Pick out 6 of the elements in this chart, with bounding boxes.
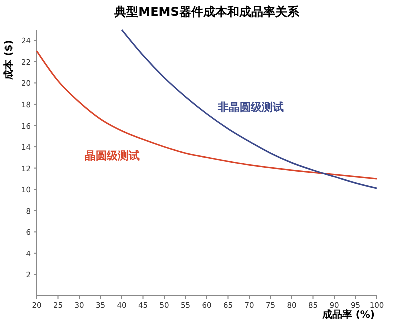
chart-title: 典型MEMS器件成本和成品率关系 bbox=[114, 5, 300, 19]
x-axis-title: 成品率 (%) bbox=[321, 309, 375, 321]
series-label: 晶圆级测试 bbox=[85, 149, 140, 162]
line-series bbox=[36, 50, 378, 180]
series-label: 非晶圆级测试 bbox=[217, 101, 284, 114]
y-axis-title: 成本 ($) bbox=[3, 40, 15, 81]
